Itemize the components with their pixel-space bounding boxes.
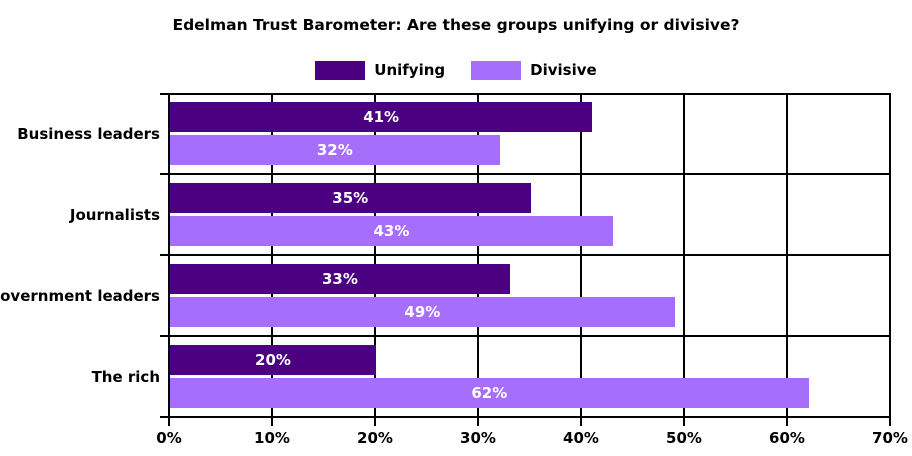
legend-item-divisive: Divisive: [471, 60, 597, 80]
y-tick-mark: [160, 416, 169, 418]
gridline-horizontal: [169, 173, 890, 175]
plot-area: 41% 32% 35% 43% 33% 49% 20% 62%: [168, 93, 891, 418]
bar-value-label: 20%: [255, 351, 291, 369]
x-tick-mark: [477, 417, 479, 426]
y-tick-mark: [160, 335, 169, 337]
x-tick-mark: [786, 417, 788, 426]
gridline-vertical: [889, 93, 891, 417]
bar-value-label: 41%: [363, 108, 400, 126]
legend-swatch-unifying: [315, 60, 366, 80]
x-tick-mark: [683, 417, 685, 426]
legend-label-unifying: Unifying: [374, 61, 446, 79]
bar-divisive-journalists: 43%: [170, 216, 613, 246]
chart-title: Edelman Trust Barometer: Are these group…: [172, 16, 740, 34]
category-label-government-leaders: Government leaders: [0, 286, 160, 305]
x-axis-tick-label: 30%: [460, 429, 496, 447]
category-label-the-rich: The rich: [91, 367, 160, 386]
gridline-horizontal: [169, 93, 890, 95]
bar-unifying-business-leaders: 41%: [170, 102, 593, 132]
x-tick-mark: [889, 417, 891, 426]
legend-item-unifying: Unifying: [315, 60, 446, 80]
bar-divisive-government-leaders: 49%: [170, 297, 675, 327]
bar-divisive-the-rich: 62%: [170, 378, 809, 408]
y-tick-mark: [160, 254, 169, 256]
bar-value-label: 43%: [373, 222, 410, 240]
legend: Unifying Divisive: [0, 60, 912, 80]
x-axis-tick-label: 20%: [357, 429, 393, 447]
x-axis-tick-label: 40%: [563, 429, 599, 447]
gridline-horizontal: [169, 335, 890, 337]
category-label-business-leaders: Business leaders: [17, 124, 160, 143]
x-tick-mark: [374, 417, 376, 426]
x-axis-tick-label: 50%: [666, 429, 702, 447]
x-axis-tick-label: 60%: [769, 429, 805, 447]
category-label-journalists: Journalists: [69, 205, 160, 224]
y-tick-mark: [160, 173, 169, 175]
legend-swatch-divisive: [471, 60, 522, 80]
x-axis-tick-label: 0%: [156, 429, 182, 447]
bar-unifying-the-rich: 20%: [170, 345, 376, 375]
legend-label-divisive: Divisive: [530, 61, 597, 79]
bar-value-label: 62%: [471, 384, 508, 402]
bar-value-label: 32%: [316, 141, 353, 159]
x-tick-mark: [580, 417, 582, 426]
x-tick-mark: [168, 417, 170, 426]
gridline-horizontal: [169, 254, 890, 256]
bar-value-label: 33%: [321, 270, 358, 288]
x-axis-tick-label: 10%: [254, 429, 290, 447]
bar-unifying-government-leaders: 33%: [170, 264, 510, 294]
bar-divisive-business-leaders: 32%: [170, 135, 500, 165]
x-axis-line: [169, 416, 890, 418]
y-tick-mark: [160, 93, 169, 95]
y-axis-category-labels: Business leaders Journalists Government le…: [0, 93, 169, 418]
x-axis-tick-label: 70%: [872, 429, 908, 447]
x-tick-mark: [271, 417, 273, 426]
bar-value-label: 35%: [332, 189, 369, 207]
bar-unifying-journalists: 35%: [170, 183, 531, 213]
bar-value-label: 49%: [404, 303, 441, 321]
